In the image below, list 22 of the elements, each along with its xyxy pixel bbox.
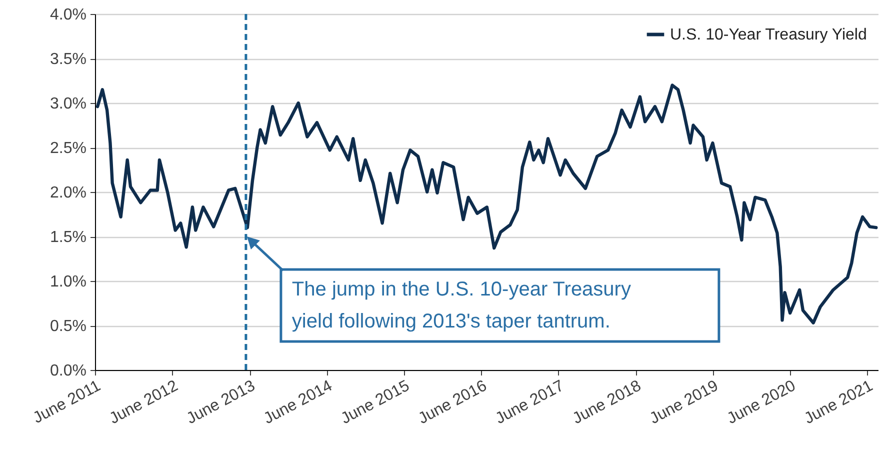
x-tick-label: June 2014 <box>261 377 336 428</box>
y-tick-label: 0.0% <box>50 362 86 380</box>
y-tick-label: 2.0% <box>50 184 86 202</box>
x-tick-label: June 2015 <box>338 377 412 428</box>
y-tick-label: 1.0% <box>50 274 86 290</box>
x-tick-label: June 2012 <box>106 377 181 428</box>
x-tick-label: June 2011 <box>30 377 104 428</box>
x-tick-label: June 2016 <box>416 377 490 428</box>
y-tick-label: 1.5% <box>50 229 86 246</box>
y-tick-label: 2.5% <box>50 140 86 157</box>
y-tick-label: 3.0% <box>50 96 86 112</box>
x-tick-label: June 2013 <box>184 377 258 428</box>
x-tick-label: June 2019 <box>647 377 722 428</box>
y-tick-label: 3.5% <box>50 51 86 68</box>
x-tick-label: June 2020 <box>724 377 799 428</box>
y-tick-label: 4.0% <box>50 6 86 24</box>
x-tick-label: June 2021 <box>802 377 876 428</box>
y-tick-label: 0.5% <box>50 318 86 335</box>
x-tick-label: June 2018 <box>570 377 644 428</box>
legend-label: U.S. 10-Year Treasury Yield <box>670 26 867 44</box>
x-tick-label: June 2017 <box>492 377 567 428</box>
annotation: The jump in the U.S. 10-year Treasury yield following 2013's taper tantrum. <box>292 278 631 332</box>
